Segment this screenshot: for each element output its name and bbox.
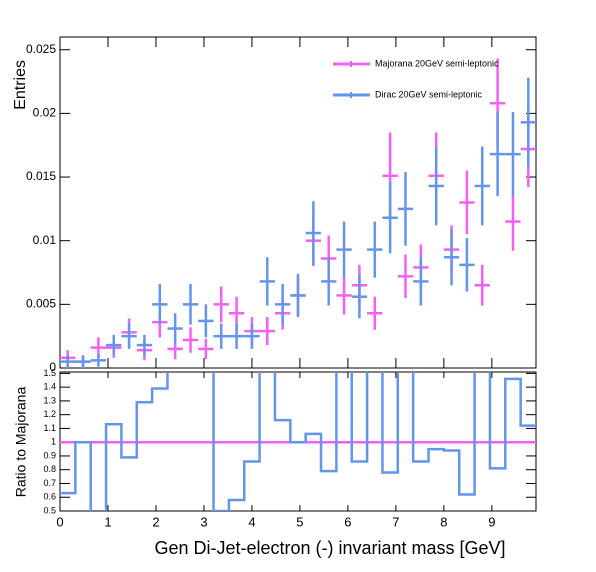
y-tick-label: 1.3	[43, 395, 56, 405]
y-tick-label: 0	[49, 360, 56, 374]
y-tick-label: 1.5	[43, 368, 56, 378]
y-tick-label: 0.025	[26, 42, 56, 56]
x-tick-label: 5	[296, 514, 303, 529]
y-tick-label: 0.5	[43, 505, 56, 515]
y-tick-label: 1.4	[43, 382, 56, 392]
legend-label: Dirac 20GeV semi-leptonic	[375, 89, 483, 99]
y-tick-label: 0.015	[26, 169, 56, 183]
y-tick-label: 0.01	[33, 233, 57, 247]
y-tick-label: 0.005	[26, 297, 56, 311]
legend-label: Majorana 20GeV semi-leptonic	[375, 58, 499, 68]
y-tick-label: 0.9	[43, 450, 56, 460]
x-tick-label: 1	[104, 514, 111, 529]
y-tick-label: 1.1	[43, 423, 56, 433]
y-tick-label: 0.02	[33, 106, 57, 120]
x-tick-label: 3	[200, 514, 207, 529]
x-tick-label: 8	[440, 514, 447, 529]
x-tick-label: 0	[56, 514, 63, 529]
y-axis-label: Ratio to Majorana	[13, 387, 29, 498]
y-tick-label: 0.7	[43, 478, 56, 488]
ratio-line	[60, 372, 536, 511]
x-tick-label: 9	[488, 514, 495, 529]
y-tick-label: 1	[51, 437, 56, 447]
x-tick-label: 2	[152, 514, 159, 529]
x-axis-label: Gen Di-Jet-electron (-) invariant mass […	[154, 538, 505, 558]
y-axis-label: Entries	[12, 60, 29, 110]
y-tick-label: 1.2	[43, 409, 56, 419]
x-tick-label: 6	[344, 514, 351, 529]
plot-frame	[59, 36, 537, 369]
y-tick-label: 0.8	[43, 464, 56, 474]
plot-area	[60, 372, 536, 511]
y-tick-label: 0.6	[43, 492, 56, 502]
plot-area	[60, 58, 536, 368]
x-tick-label: 7	[392, 514, 399, 529]
x-tick-label: 4	[248, 514, 255, 529]
